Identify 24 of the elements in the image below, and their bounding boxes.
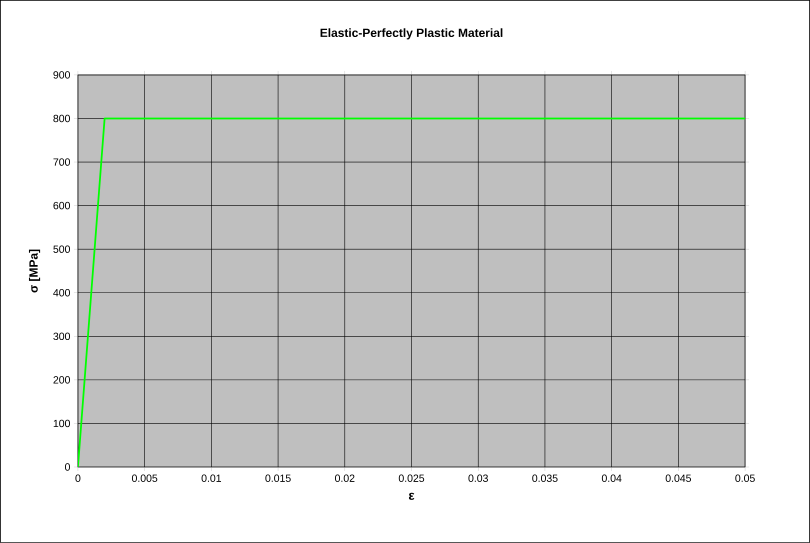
x-tick-label: 0.005 (132, 474, 158, 482)
y-axis-title: σ [MPa] (28, 250, 40, 293)
y-tick-label: 800 (53, 114, 70, 122)
x-tick-label: 0.01 (202, 474, 222, 482)
y-tick-label: 500 (53, 246, 70, 253)
y-tick-label: 700 (53, 158, 70, 166)
y-tick-label: 200 (53, 376, 70, 384)
y-tick-label: 100 (54, 420, 70, 428)
y-tick-label: 300 (53, 332, 70, 340)
y-tick-label: 600 (53, 202, 70, 210)
x-tick-label: 0.015 (265, 474, 291, 482)
x-tick-label: 0.04 (602, 474, 622, 482)
x-tick-label: 0.025 (398, 474, 424, 482)
y-tick-label: 900 (53, 71, 70, 79)
y-tick-label: 400 (53, 289, 70, 296)
x-tick-label: 0.05 (735, 474, 755, 482)
chart-title: Elastic-Perfectly Plastic Material (320, 28, 502, 40)
x-tick-label: 0.02 (335, 474, 354, 482)
x-tick-label: 0 (75, 474, 80, 482)
x-tick-label: 0.03 (468, 474, 488, 482)
x-axis-title: ε (408, 492, 414, 500)
x-tick-label: 0.035 (532, 474, 558, 482)
x-tick-label: 0.045 (666, 474, 692, 482)
y-tick-label: 0 (64, 463, 70, 471)
